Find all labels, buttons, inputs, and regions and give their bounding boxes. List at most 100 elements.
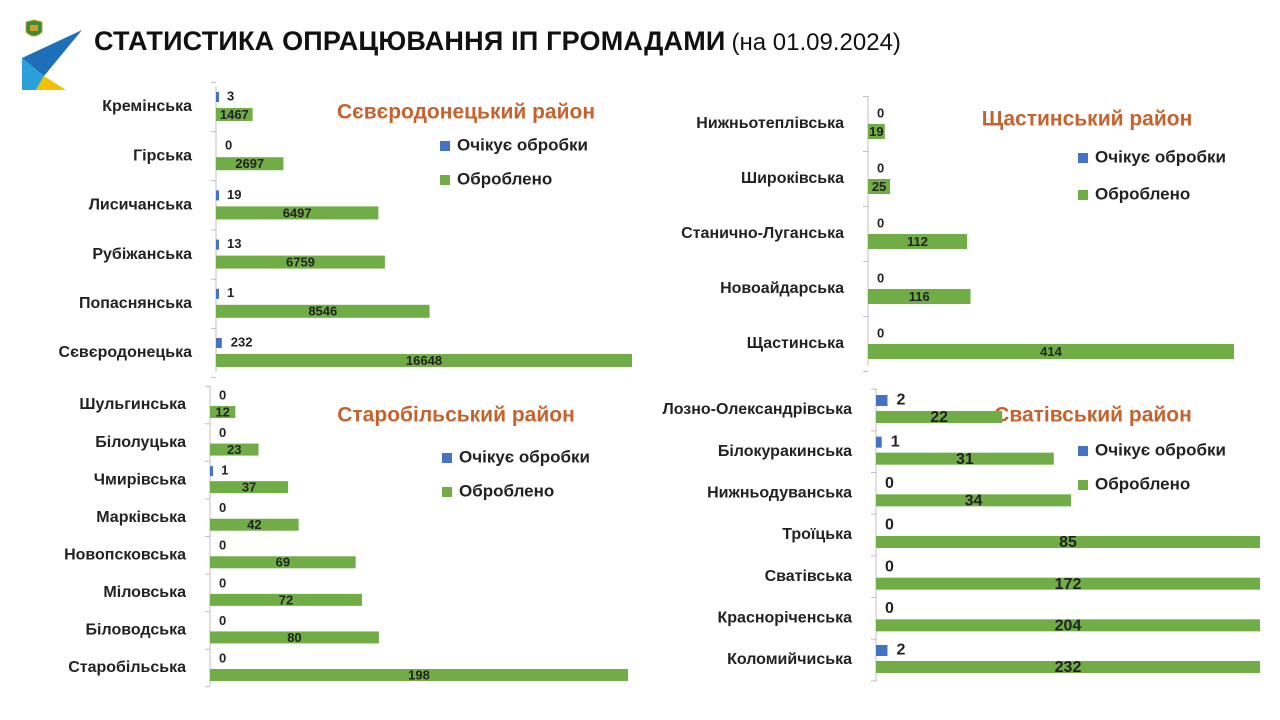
bar-processed — [216, 157, 284, 171]
page-title-text: СТАТИСТИКА ОПРАЦЮВАННЯ ІП ГРОМАДАМИ — [94, 26, 726, 56]
bar-processed — [868, 289, 971, 304]
category-label: Новоайдарська — [720, 280, 844, 297]
value-label-pending: 0 — [885, 558, 894, 575]
value-label-processed: 6497 — [283, 205, 312, 220]
value-label-pending: 0 — [219, 650, 226, 665]
value-label-processed: 8546 — [308, 304, 337, 319]
chart-title: Щастинський район — [982, 108, 1193, 131]
value-label-processed: 34 — [965, 493, 983, 510]
value-label-processed: 69 — [276, 555, 290, 570]
bar-pending — [216, 190, 219, 201]
bar-pending — [876, 436, 882, 448]
category-label: Шульгинська — [79, 396, 186, 413]
category-label: Щастинська — [747, 335, 844, 352]
bar-processed — [216, 354, 632, 367]
bar-processed — [876, 619, 1260, 632]
category-label: Нижньодуванська — [707, 485, 852, 502]
value-label-processed: 42 — [247, 517, 261, 532]
value-label-processed: 19 — [869, 124, 883, 139]
bar-processed — [210, 406, 236, 418]
bar-processed — [876, 494, 1072, 507]
bar-processed — [876, 411, 1003, 423]
value-label-pending: 0 — [219, 613, 226, 628]
value-label-pending: 1 — [221, 463, 228, 478]
bar-pending — [216, 92, 219, 102]
bar-processed — [876, 452, 1054, 465]
value-label-processed: 37 — [242, 480, 256, 495]
value-label-pending: 0 — [219, 425, 226, 440]
page-title: СТАТИСТИКА ОПРАЦЮВАННЯ ІП ГРОМАДАМИ (на 0… — [94, 26, 901, 57]
chart-sievierodonetsk: Сєвєродонецький район Очікує обробки Оброб… — [59, 81, 632, 379]
chart-title: Сєвєродонецький район — [337, 101, 595, 124]
value-label-processed: 72 — [279, 592, 293, 607]
value-label-pending: 0 — [885, 475, 894, 492]
legend-swatch-pending — [440, 141, 450, 151]
bar-pending — [216, 338, 222, 348]
value-label-pending: 1 — [227, 285, 234, 300]
bar-pending — [876, 645, 888, 656]
bar-processed — [868, 344, 1234, 359]
value-label-pending: 0 — [885, 600, 894, 617]
category-label: Гірська — [133, 147, 192, 164]
value-label-pending: 0 — [219, 538, 226, 553]
category-label: Широківська — [741, 170, 844, 187]
legend-swatch-processed — [1078, 190, 1088, 200]
legend-label-pending: Очікує обробки — [457, 135, 588, 154]
value-label-processed: 31 — [956, 451, 974, 468]
category-label: Троїцька — [782, 526, 852, 543]
chart-title: Старобільський район — [337, 404, 575, 427]
bar-processed — [210, 443, 259, 456]
value-label-processed: 23 — [227, 442, 241, 457]
bar-pending — [216, 239, 219, 250]
bar-processed — [210, 518, 299, 531]
category-label: Коломийчиська — [727, 651, 852, 668]
value-label-pending: 3 — [227, 88, 234, 103]
category-label: Старобільська — [68, 659, 186, 676]
category-label: Рубіжанська — [92, 246, 192, 263]
value-label-pending: 0 — [219, 500, 226, 515]
value-label-processed: 414 — [1040, 344, 1062, 359]
category-label: Білолуцька — [95, 434, 186, 451]
category-label: Сватівська — [765, 568, 853, 585]
value-label-pending: 0 — [877, 160, 884, 175]
category-label: Красноріченська — [718, 610, 853, 627]
bar-processed — [868, 179, 891, 194]
bar-processed — [216, 304, 430, 318]
category-label: Новопсковська — [64, 547, 186, 564]
legend-label-processed: Оброблено — [1095, 184, 1190, 203]
bar-processed — [210, 593, 362, 606]
value-label-processed: 232 — [1055, 659, 1082, 676]
bar-processed — [210, 669, 628, 681]
category-label: Лисичанська — [89, 197, 192, 214]
bar-pending — [216, 288, 219, 299]
bar-processed — [868, 234, 968, 249]
value-label-pending: 0 — [885, 517, 894, 534]
value-label-pending: 0 — [219, 387, 226, 402]
legend-swatch-pending — [1078, 446, 1088, 456]
bar-processed — [210, 631, 379, 644]
value-label-pending: 0 — [225, 138, 232, 153]
value-label-processed: 85 — [1059, 534, 1077, 551]
value-label-pending: 2 — [896, 392, 905, 409]
chart-title: Сватівський район — [994, 404, 1192, 427]
category-label: Міловська — [103, 584, 186, 601]
bar-processed — [868, 124, 885, 139]
category-label: Білокуракинська — [718, 443, 852, 460]
category-label: Марківська — [96, 509, 186, 526]
chart-shchastia: Щастинський район Очікує обробки Оброблено… — [681, 96, 1234, 372]
value-label-processed: 2697 — [235, 156, 264, 171]
category-label: Лозно-Олександрівська — [663, 401, 853, 418]
value-label-pending: 1 — [891, 433, 900, 450]
value-label-processed: 198 — [408, 667, 430, 682]
category-label: Чмирівська — [94, 471, 186, 488]
value-label-pending: 232 — [231, 334, 253, 349]
category-label: Станично-Луганська — [681, 225, 844, 242]
bar-processed — [876, 577, 1260, 590]
value-label-pending: 19 — [227, 187, 241, 202]
legend-label-pending: Очікує обробки — [1095, 147, 1226, 166]
value-label-processed: 204 — [1055, 618, 1082, 635]
value-label-processed: 22 — [930, 409, 948, 426]
legend-swatch-processed — [442, 487, 452, 497]
page-date: (на 01.09.2024) — [731, 29, 901, 56]
